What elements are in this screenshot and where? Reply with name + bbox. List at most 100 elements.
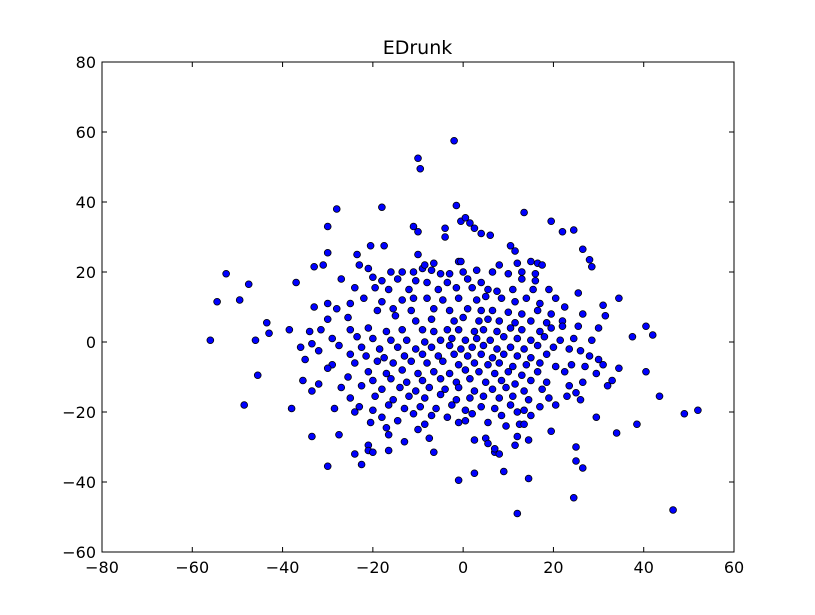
data-point-226 bbox=[470, 359, 479, 367]
data-point-228 bbox=[495, 359, 504, 367]
data-point-36 bbox=[429, 259, 438, 268]
data-point-347 bbox=[308, 432, 316, 441]
data-point-245 bbox=[461, 366, 470, 374]
data-point-149 bbox=[506, 324, 515, 332]
data-point-343 bbox=[502, 422, 510, 430]
data-point-38 bbox=[420, 261, 429, 269]
data-point-169 bbox=[486, 336, 495, 345]
data-point-166 bbox=[448, 334, 456, 343]
data-point-111 bbox=[463, 304, 472, 313]
data-point-306 bbox=[330, 404, 339, 413]
data-point-31 bbox=[587, 262, 596, 271]
data-point-30 bbox=[527, 257, 535, 266]
data-point-354 bbox=[524, 436, 533, 444]
data-point-52 bbox=[472, 266, 481, 275]
data-point-220 bbox=[373, 357, 382, 366]
data-point-46 bbox=[398, 268, 407, 276]
data-point-324 bbox=[427, 411, 436, 420]
data-point-320 bbox=[551, 401, 560, 409]
y-tick-label-0: −60 bbox=[62, 543, 96, 562]
data-point-230 bbox=[522, 360, 531, 369]
data-point-266 bbox=[527, 376, 535, 385]
data-point-59 bbox=[369, 273, 377, 282]
data-point-199 bbox=[296, 343, 305, 352]
data-point-137 bbox=[317, 325, 325, 334]
data-point-121 bbox=[344, 313, 352, 322]
data-point-116 bbox=[533, 306, 542, 315]
data-point-334 bbox=[420, 420, 429, 429]
data-point-250 bbox=[533, 367, 542, 376]
data-point-200 bbox=[314, 346, 323, 355]
data-point-67 bbox=[518, 275, 526, 283]
data-point-374 bbox=[454, 476, 463, 485]
data-point-219 bbox=[350, 359, 359, 367]
data-point-55 bbox=[518, 268, 526, 276]
data-point-196 bbox=[549, 343, 558, 352]
data-point-72 bbox=[371, 283, 379, 292]
data-point-271 bbox=[608, 376, 616, 385]
data-point-273 bbox=[337, 383, 346, 392]
data-point-340 bbox=[382, 423, 391, 432]
data-point-335 bbox=[454, 418, 463, 427]
data-point-48 bbox=[427, 266, 436, 275]
data-point-39 bbox=[495, 261, 504, 269]
data-point-106 bbox=[373, 306, 382, 315]
data-point-234 bbox=[581, 362, 589, 371]
data-point-247 bbox=[490, 369, 499, 378]
data-point-56 bbox=[531, 269, 540, 278]
data-point-194 bbox=[520, 345, 528, 353]
data-point-190 bbox=[468, 343, 476, 352]
data-point-124 bbox=[427, 315, 436, 324]
data-point-144 bbox=[443, 325, 452, 334]
data-point-127 bbox=[475, 317, 483, 325]
data-point-264 bbox=[497, 376, 506, 385]
data-point-95 bbox=[472, 296, 481, 304]
data-point-82 bbox=[545, 285, 553, 294]
data-point-35 bbox=[457, 257, 465, 266]
data-point-107 bbox=[389, 304, 397, 313]
data-point-279 bbox=[441, 385, 449, 394]
data-point-259 bbox=[418, 376, 427, 385]
data-point-275 bbox=[378, 385, 386, 394]
data-point-204 bbox=[400, 352, 409, 360]
data-point-278 bbox=[425, 383, 434, 392]
data-point-209 bbox=[477, 350, 486, 359]
data-point-325 bbox=[443, 413, 452, 422]
data-point-70 bbox=[292, 278, 300, 287]
data-point-281 bbox=[470, 387, 479, 395]
data-point-173 bbox=[540, 332, 549, 341]
data-point-1 bbox=[414, 154, 422, 163]
data-point-115 bbox=[518, 310, 526, 318]
data-point-201 bbox=[346, 350, 355, 359]
data-point-168 bbox=[472, 334, 481, 343]
data-point-295 bbox=[466, 394, 474, 402]
data-point-101 bbox=[551, 294, 560, 303]
chart-title: EDrunk bbox=[383, 37, 453, 59]
data-point-150 bbox=[518, 325, 526, 334]
x-tick-label-2: −40 bbox=[266, 558, 300, 577]
data-point-112 bbox=[477, 306, 486, 315]
data-point-214 bbox=[542, 350, 551, 359]
data-point-117 bbox=[547, 310, 555, 318]
data-point-286 bbox=[572, 388, 580, 397]
data-point-303 bbox=[655, 392, 664, 401]
data-point-182 bbox=[335, 341, 343, 350]
data-point-272 bbox=[314, 380, 323, 388]
data-point-239 bbox=[364, 367, 373, 376]
data-point-28 bbox=[414, 250, 422, 259]
data-point-269 bbox=[578, 378, 587, 387]
y-tick-label-6: 60 bbox=[76, 123, 96, 142]
data-point-342 bbox=[461, 416, 470, 425]
data-point-4 bbox=[332, 205, 341, 213]
data-point-311 bbox=[416, 402, 425, 411]
data-point-240 bbox=[382, 369, 391, 378]
data-point-141 bbox=[398, 325, 407, 334]
data-point-14 bbox=[414, 227, 422, 236]
data-point-92 bbox=[423, 294, 431, 303]
data-point-302 bbox=[576, 395, 585, 404]
data-point-84 bbox=[213, 297, 221, 306]
data-point-136 bbox=[305, 327, 314, 336]
